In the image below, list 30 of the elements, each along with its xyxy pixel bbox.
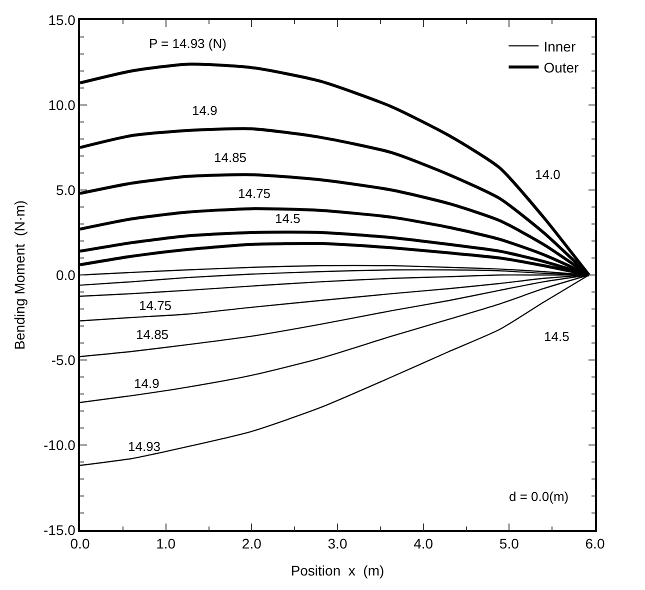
y-tick-label: 10.0 [48, 96, 76, 113]
x-tick-label: 4.0 [414, 536, 434, 552]
y-tick-label: 15.0 [48, 12, 76, 28]
annotation: 14.85 [136, 327, 169, 342]
x-tick-label: 1.0 [156, 536, 176, 552]
x-tick-label: 2.0 [242, 536, 262, 552]
legend-label: Outer [544, 59, 580, 76]
annotation: 14.0 [535, 167, 560, 182]
x-axis-title: Position x (m) [290, 562, 384, 578]
x-tick-label: 5.0 [499, 536, 520, 552]
annotation: 14.9 [192, 103, 218, 118]
annotation: 14.85 [214, 150, 247, 165]
annotation: 14.75 [238, 186, 271, 201]
x-tick-label: 0.0 [70, 536, 90, 552]
y-tick-label: -15.0 [44, 522, 76, 538]
y-tick-label: 5.0 [56, 182, 76, 198]
annotation: 14.5 [275, 211, 300, 226]
annotation: 14.9 [134, 376, 160, 391]
y-tick-label: -10.0 [44, 436, 76, 453]
x-tick-label: 3.0 [328, 536, 348, 552]
x-tick-label: 6.0 [585, 536, 605, 552]
annotation: 14.75 [139, 298, 172, 313]
legend-label: Inner [544, 38, 576, 54]
annotation: P = 14.93 (N) [149, 36, 226, 51]
annotation: 14.5 [544, 329, 570, 344]
y-tick-label: -5.0 [51, 352, 76, 368]
y-tick-label: 0.0 [56, 266, 76, 283]
annotation: 14.93 [128, 439, 161, 454]
annotation: d = 0.0(m) [509, 489, 569, 504]
y-axis-title: Bending Moment (N·m) [12, 200, 28, 350]
